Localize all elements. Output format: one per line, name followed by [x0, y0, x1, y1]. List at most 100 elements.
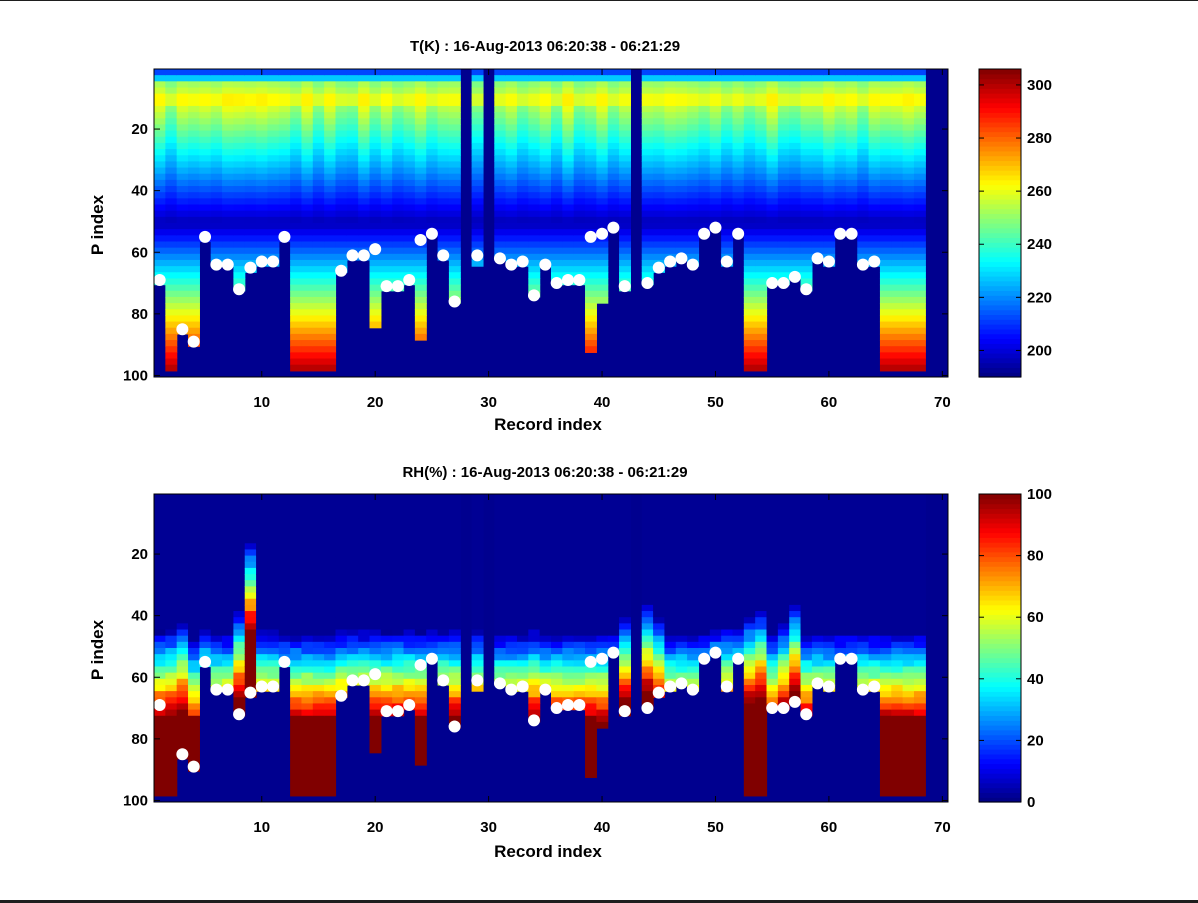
heatmap-cell: [358, 598, 371, 606]
heatmap-cell: [312, 358, 325, 366]
heatmap-cell: [165, 112, 178, 119]
heatmap-cell: [811, 198, 824, 206]
heatmap-cell: [210, 204, 223, 212]
heatmap-cell: [845, 223, 858, 230]
heatmap-cell: [766, 87, 779, 95]
heatmap-cell: [346, 648, 359, 655]
heatmap-cell: [437, 623, 450, 631]
heatmap-cell: [777, 105, 790, 113]
heatmap-cell: [267, 124, 280, 132]
heatmap-cell: [619, 259, 631, 267]
heatmap-cell: [800, 216, 813, 224]
heatmap-cell: [290, 136, 303, 144]
heatmap-cell: [154, 654, 166, 661]
heatmap-cell: [494, 660, 507, 668]
heatmap-cell: [176, 186, 189, 193]
heatmap-cell: [516, 192, 529, 199]
heatmap-cell: [755, 161, 768, 169]
heatmap-cell: [732, 198, 745, 206]
heatmap-cell: [879, 574, 892, 581]
heatmap-cell: [199, 186, 212, 193]
heatmap-cell: [834, 543, 847, 551]
heatmap-cell: [528, 81, 541, 89]
heatmap-cell: [879, 604, 892, 612]
heatmap-cell: [256, 629, 269, 637]
heatmap-cell: [437, 518, 450, 526]
heatmap-cell: [324, 580, 337, 587]
heatmap-column: [857, 494, 870, 692]
heatmap-cell: [573, 623, 586, 631]
heatmap-cell: [891, 530, 904, 538]
heatmap-cell: [426, 87, 439, 95]
heatmap-cell: [154, 684, 166, 692]
heatmap-cell: [868, 500, 881, 507]
heatmap-cell: [823, 629, 836, 637]
heatmap-cell: [210, 666, 223, 674]
heatmap-cell: [709, 635, 722, 643]
heatmap-cell: [154, 586, 166, 594]
heatmap-column: [641, 69, 654, 286]
heatmap-cell: [301, 703, 314, 711]
heatmap-cell: [290, 777, 303, 785]
heatmap-cell: [494, 247, 507, 255]
heatmap-cell: [675, 155, 688, 162]
heatmap-cell: [913, 512, 926, 520]
heatmap-cell: [789, 635, 802, 643]
heatmap-cell: [675, 149, 688, 156]
heatmap-cell: [562, 87, 575, 95]
heatmap-cell: [675, 192, 688, 199]
heatmap-cell: [551, 684, 563, 692]
heatmap-cell: [845, 69, 858, 76]
heatmap-cell: [721, 580, 734, 587]
heatmap-column: [868, 69, 881, 267]
heatmap-cell: [902, 149, 915, 156]
heatmap-cell: [777, 259, 790, 267]
heatmap-cell: [505, 629, 518, 637]
heatmap-cell: [324, 604, 337, 612]
heatmap-cell: [233, 216, 246, 224]
heatmap-cell: [516, 124, 529, 132]
heatmap-cell: [324, 555, 337, 563]
heatmap-cell: [358, 69, 371, 76]
heatmap-cell: [551, 611, 563, 618]
heatmap-cell: [290, 167, 303, 175]
heatmap-cell: [176, 740, 189, 748]
heatmap-cell: [573, 99, 586, 107]
heatmap-cell: [358, 81, 371, 89]
heatmap-cell: [471, 87, 484, 95]
heatmap-cell: [335, 512, 348, 520]
heatmap-cell: [732, 204, 745, 212]
heatmap-cell: [755, 186, 768, 193]
heatmap-cell: [653, 660, 666, 668]
heatmap-cell: [494, 648, 507, 655]
heatmap-cell: [845, 549, 858, 557]
heatmap-cell: [199, 130, 212, 138]
heatmap-cell: [743, 358, 756, 366]
colorbar-swatch: [979, 174, 1021, 181]
heatmap-cell: [222, 99, 234, 107]
heatmap-cell: [199, 635, 212, 643]
heatmap-cell: [653, 112, 666, 119]
heatmap-cell: [902, 765, 915, 772]
heatmap-cell: [687, 161, 700, 169]
heatmap-cell: [823, 598, 836, 606]
heatmap-cell: [426, 611, 439, 618]
heatmap-cell: [732, 142, 745, 150]
heatmap-cell: [653, 666, 666, 674]
heatmap-cell: [573, 179, 586, 187]
heatmap-cell: [154, 537, 166, 544]
heatmap-cell: [335, 99, 348, 107]
heatmap-cell: [743, 623, 756, 631]
heatmap-cell: [448, 703, 461, 711]
heatmap-cell: [414, 210, 427, 218]
heatmap-column: [380, 69, 393, 292]
heatmap-cell: [505, 93, 518, 101]
heatmap-cell: [743, 235, 756, 243]
cloud-marker: [471, 249, 484, 262]
heatmap-cell: [380, 149, 393, 156]
heatmap-cell: [324, 358, 337, 366]
heatmap-cell: [210, 648, 223, 655]
heatmap-cell: [290, 635, 303, 643]
heatmap-cell: [811, 149, 824, 156]
heatmap-cell: [528, 684, 541, 692]
